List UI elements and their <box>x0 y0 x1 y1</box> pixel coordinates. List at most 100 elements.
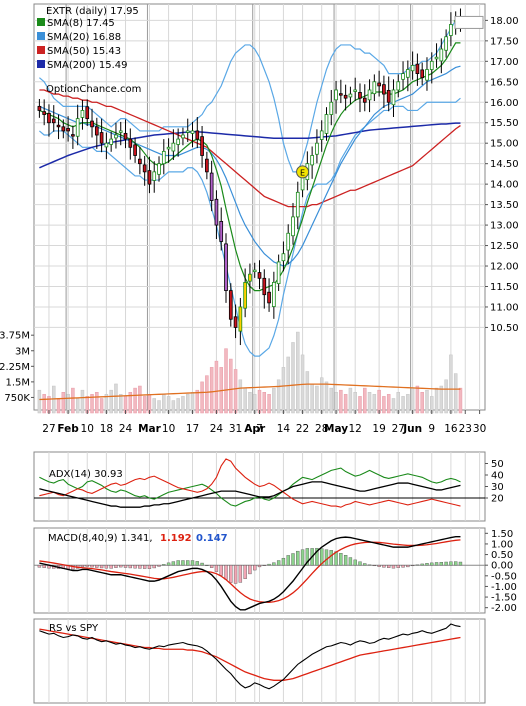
macd-histogram-bar <box>396 564 400 568</box>
volume-bar <box>56 398 61 414</box>
candle-body <box>171 142 176 152</box>
candle-body <box>233 316 238 328</box>
candle-body <box>439 48 444 62</box>
x-tick-label: 12 <box>349 423 362 435</box>
volume-bar <box>238 379 243 414</box>
macd-histogram-bar <box>353 559 357 566</box>
macd-line <box>39 535 461 611</box>
macd-histogram-bar <box>320 548 324 566</box>
adx-tick-label: 30 <box>491 482 504 493</box>
macd-histogram-bar <box>300 549 305 566</box>
price-tick-label: 16.00 <box>490 98 519 109</box>
macd-histogram-bar <box>391 564 396 569</box>
macd-histogram-bar <box>453 561 458 566</box>
volume-tick-label: 1.5M <box>5 377 30 388</box>
macd-histogram-bar <box>171 561 176 566</box>
candle-body <box>205 158 209 173</box>
bollinger-lower <box>39 97 461 357</box>
macd-histogram-bar <box>248 564 252 575</box>
volume-bar <box>133 387 137 414</box>
macd-histogram-bar <box>233 564 238 584</box>
macd-histogram-bar <box>200 562 204 566</box>
volume-bar <box>190 392 195 414</box>
volume-bar <box>267 394 271 414</box>
volume-bar <box>319 377 324 414</box>
candle-body <box>405 69 410 78</box>
candle-body <box>214 198 219 226</box>
legend-swatch <box>37 32 45 40</box>
volume-bar <box>367 392 372 414</box>
macd-histogram-bar <box>99 564 104 569</box>
macd-signal-line <box>39 539 461 604</box>
candle-body <box>209 172 214 201</box>
x-tick-label: 23 <box>459 423 472 435</box>
macd-histogram-bar <box>229 564 233 583</box>
volume-bar <box>229 358 233 414</box>
volume-bar <box>343 394 348 414</box>
sma20-line <box>39 65 461 267</box>
price-tick-label: 12.50 <box>490 241 519 252</box>
volume-bar <box>363 387 367 414</box>
volume-bar <box>171 400 176 414</box>
rs-line <box>39 623 461 690</box>
volume-bar <box>95 392 99 414</box>
macd-signal-label: 1.192 <box>160 533 192 544</box>
price-tick-label: 13.50 <box>490 200 519 211</box>
x-tick-label: 27 <box>42 423 55 435</box>
candle-body <box>133 144 137 156</box>
macd-histogram-bar <box>315 547 319 566</box>
volume-bar <box>176 398 180 414</box>
candle-body <box>329 101 334 115</box>
price-tick-label: 11.00 <box>490 302 519 313</box>
volume-bar <box>458 387 463 414</box>
volume-bar <box>119 394 123 414</box>
macd-tick-label: -0.50 <box>491 571 517 582</box>
candle-body <box>176 138 180 145</box>
x-tick-label: 28 <box>315 423 328 435</box>
macd-tick-label: 0.00 <box>491 561 513 572</box>
volume-bar <box>61 392 66 414</box>
macd-histogram-bar <box>358 561 362 566</box>
candle-body <box>47 112 51 124</box>
candle-body <box>118 130 123 133</box>
volume-bar <box>334 392 338 414</box>
candle-body <box>109 138 114 145</box>
candle-body <box>353 89 358 92</box>
candle-body <box>386 89 391 103</box>
x-tick-label: 27 <box>392 423 405 435</box>
candle-body <box>157 163 161 175</box>
x-tick-label: 24 <box>119 423 133 435</box>
macd-histogram-bar <box>267 563 271 566</box>
volume-bar <box>80 389 85 414</box>
volume-bar <box>71 387 75 414</box>
candle-body <box>382 84 386 95</box>
candle-body <box>262 277 267 296</box>
candle-body <box>166 146 171 150</box>
macd-histogram-bar <box>382 564 386 568</box>
volume-bar <box>138 385 142 414</box>
candle-body <box>71 134 75 137</box>
volume-bar <box>224 348 228 414</box>
macd-histogram-bar <box>324 549 329 566</box>
candle-body <box>410 65 415 72</box>
macd-histogram-bar <box>90 564 94 568</box>
volume-tick-label: 2.25M <box>0 362 30 373</box>
volume-bar <box>37 389 42 414</box>
macd-histogram-bar <box>339 553 343 566</box>
candle-body <box>272 281 276 307</box>
candle-body <box>310 155 314 166</box>
macd-histogram-bar <box>195 561 199 566</box>
candle-body <box>358 92 362 99</box>
volume-bar <box>142 396 147 414</box>
adx-line <box>39 481 461 508</box>
volume-bar <box>162 394 166 414</box>
x-tick-label: Jun <box>402 423 422 435</box>
candle-body <box>161 150 166 165</box>
price-tick-label: 11.50 <box>490 282 519 293</box>
candle-body <box>224 243 228 291</box>
macd-histogram-bar <box>401 564 405 568</box>
candle-body <box>238 306 243 332</box>
macd-histogram-bar <box>363 563 367 566</box>
legend-label: SMA(200) 15.49 <box>47 60 128 71</box>
price-tick-label: 16.50 <box>490 77 519 88</box>
